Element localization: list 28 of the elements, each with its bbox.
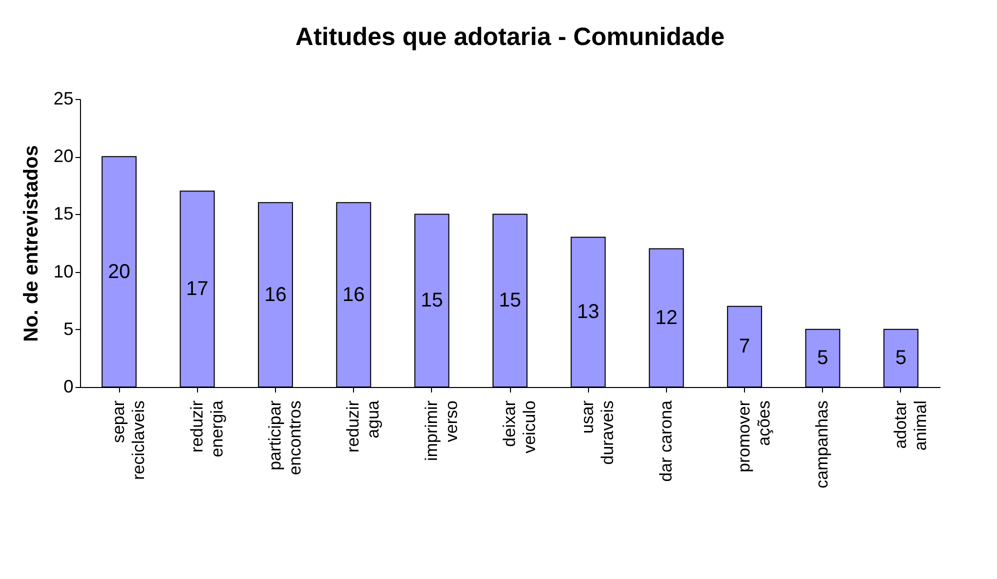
data-label: 15 [498, 290, 522, 312]
x-tick-label: reduzir energia [187, 400, 226, 458]
data-label: 13 [577, 301, 600, 324]
y-tick-label: 5 [63, 318, 74, 339]
x-tick-label: campanhas [812, 400, 832, 488]
x-tick-label: dar carona [656, 400, 676, 482]
data-label: 16 [342, 284, 365, 306]
data-label: 15 [420, 290, 443, 312]
y-tick-label: 10 [53, 261, 74, 282]
x-tick-label: imprimir verso [422, 400, 461, 461]
data-label: 7 [738, 336, 750, 358]
data-label: 20 [108, 260, 130, 283]
x-tick-label: reduzir agua [344, 400, 383, 452]
data-label: 17 [186, 278, 208, 300]
data-label: 12 [655, 306, 678, 329]
x-tick-label: promover ações [734, 400, 774, 472]
x-tick-label: deixar veiculo [500, 400, 539, 454]
y-tick-label: 0 [63, 376, 74, 396]
y-tick-label: 20 [53, 146, 74, 166]
y-tick-label: 25 [53, 88, 74, 108]
x-tick-label: adotar animal [890, 400, 930, 451]
chart-title: Atitudes que adotaria - Comunidade [295, 23, 725, 51]
data-label: 16 [264, 284, 287, 306]
y-tick-label: 15 [53, 204, 74, 224]
data-label: 5 [817, 347, 828, 370]
x-tick-label: separ reciclaveis [109, 400, 148, 480]
data-label: 5 [895, 347, 906, 370]
y-axis-title: No. de entrevistados [20, 145, 42, 342]
